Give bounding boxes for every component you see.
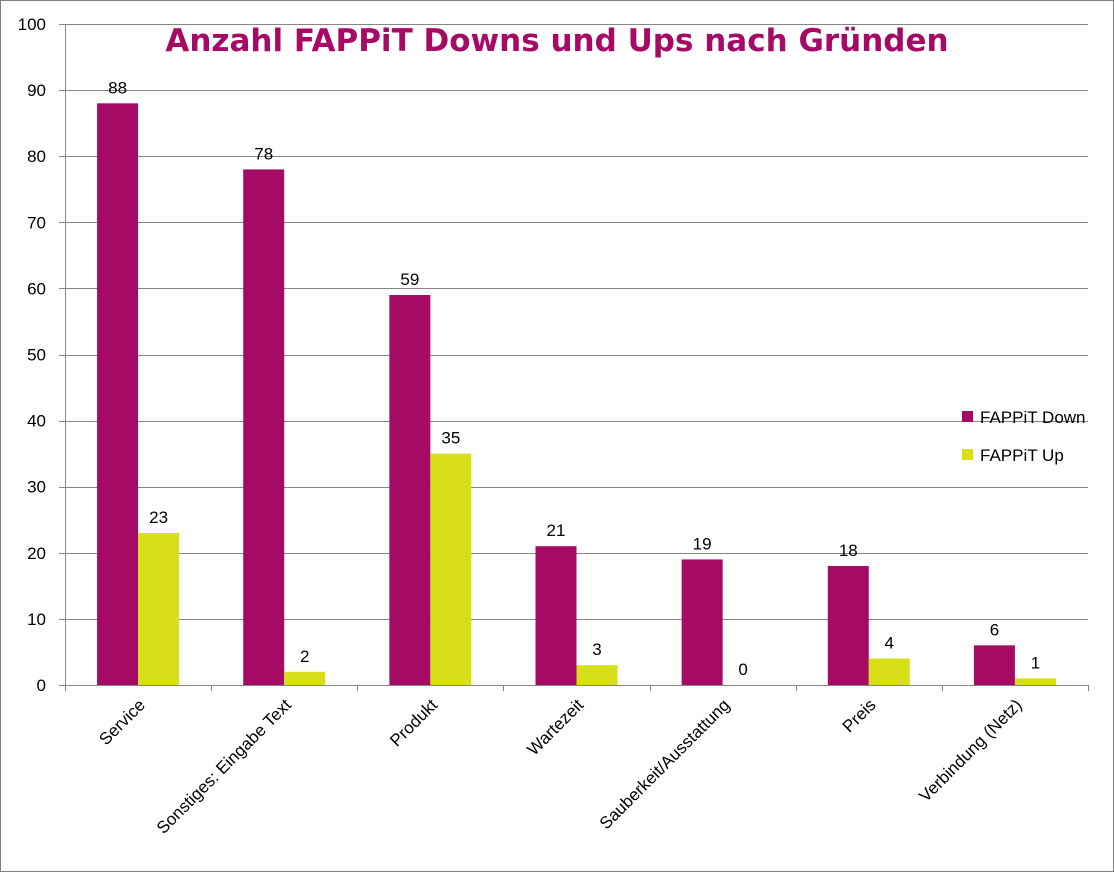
chart-title: Anzahl FAPPiT Downs und Ups nach Gründen xyxy=(165,23,948,59)
data-label-fappit-up-sonstiges-eingabe-text: 2 xyxy=(300,647,309,666)
legend-label-fappit-up: FAPPiT Up xyxy=(980,446,1064,465)
x-tick-label-sonstiges-eingabe-text: Sonstiges: Eingabe Text xyxy=(153,695,295,837)
data-label-fappit-down-wartezeit: 21 xyxy=(547,521,566,540)
y-tick-label: 0 xyxy=(37,676,46,695)
data-label-fappit-up-sauberkeit-ausstattung: 0 xyxy=(738,660,747,679)
bar-fappit-up-wartezeit xyxy=(576,665,618,685)
bar-fappit-up-service xyxy=(138,532,180,685)
y-tick-label: 30 xyxy=(27,478,46,497)
bar-fappit-down-preis xyxy=(827,566,869,685)
bar-fappit-down-verbindung-netz xyxy=(973,645,1015,685)
legend-label-fappit-down: FAPPiT Down xyxy=(980,408,1086,427)
bar-fappit-down-service xyxy=(97,103,139,685)
bar-fappit-up-preis xyxy=(868,658,910,685)
bar-fappit-down-sauberkeit-ausstattung xyxy=(681,559,723,685)
x-tick-label-preis: Preis xyxy=(839,695,880,736)
y-tick-label: 70 xyxy=(27,213,46,232)
x-tick-label-produkt: Produkt xyxy=(386,695,441,750)
x-axis-category-labels: Service Sonstiges: Eingabe Text Produkt War… xyxy=(95,695,1025,837)
bar-fappit-up-produkt xyxy=(430,453,472,685)
data-label-fappit-up-verbindung-netz: 1 xyxy=(1031,653,1040,672)
bar-fappit-up-verbindung-netz xyxy=(1014,678,1056,685)
x-tick-label-service: Service xyxy=(95,695,149,749)
y-tick-label: 80 xyxy=(27,147,46,166)
bar-fappit-down-produkt xyxy=(389,295,431,685)
data-label-fappit-down-verbindung-netz: 6 xyxy=(990,620,999,639)
y-tick-label: 20 xyxy=(27,544,46,563)
x-tick-label-verbindung-netz: Verbindung (Netz) xyxy=(915,695,1025,805)
data-label-fappit-down-preis: 18 xyxy=(839,541,858,560)
data-label-fappit-up-service: 23 xyxy=(149,508,168,527)
bars xyxy=(97,103,1056,686)
x-tick-label-wartezeit: Wartezeit xyxy=(524,695,588,759)
data-label-fappit-down-produkt: 59 xyxy=(400,270,419,289)
bar-fappit-up-sonstiges-eingabe-text xyxy=(284,671,326,685)
legend: FAPPiT Down FAPPiT Up xyxy=(962,408,1086,465)
y-tick-label: 10 xyxy=(27,610,46,629)
bar-fappit-down-sonstiges-eingabe-text xyxy=(243,169,285,686)
y-tick-label: 100 xyxy=(18,15,46,34)
y-tick-label: 90 xyxy=(27,81,46,100)
data-label-fappit-up-preis: 4 xyxy=(885,634,894,653)
axes xyxy=(65,24,1089,691)
data-label-fappit-up-produkt: 35 xyxy=(441,429,460,448)
y-tick-label: 60 xyxy=(27,279,46,298)
data-label-fappit-down-service: 88 xyxy=(108,78,127,97)
x-tick-label-sauberkeit-ausstattung: Sauberkeit/Ausstattung xyxy=(596,695,734,833)
data-label-fappit-down-sonstiges-eingabe-text: 78 xyxy=(254,144,273,163)
data-label-fappit-down-sauberkeit-ausstattung: 19 xyxy=(693,534,712,553)
data-labels: 88 23 78 2 59 35 21 3 19 0 18 4 6 1 xyxy=(108,78,1040,679)
bar-fappit-down-wartezeit xyxy=(535,546,577,685)
gridlines xyxy=(59,24,1088,686)
data-label-fappit-up-wartezeit: 3 xyxy=(592,640,601,659)
y-tick-label: 50 xyxy=(27,346,46,365)
y-axis-tick-labels: 0 10 20 30 40 50 60 70 80 90 100 xyxy=(18,15,46,695)
y-tick-label: 40 xyxy=(27,412,46,431)
legend-swatch-fappit-down xyxy=(962,411,973,422)
legend-swatch-fappit-up xyxy=(962,449,973,460)
